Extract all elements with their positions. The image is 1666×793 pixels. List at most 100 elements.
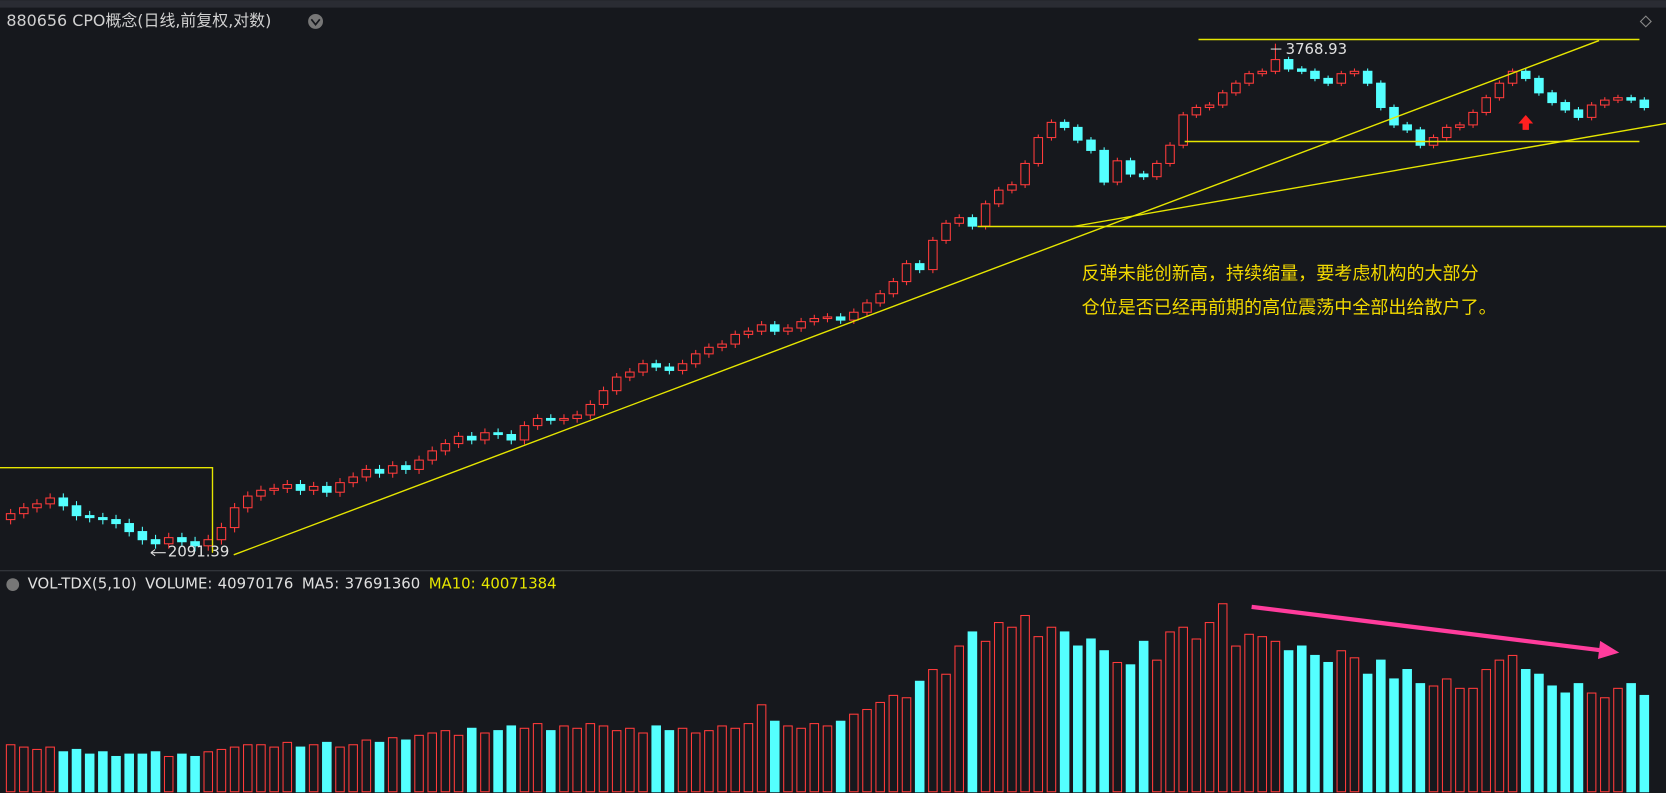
volume-bar <box>1481 669 1492 793</box>
volume-bar <box>1112 661 1123 793</box>
candle-body <box>335 482 345 493</box>
candle-body <box>585 403 596 416</box>
volume-bar <box>32 748 42 793</box>
volume-label: VOLUME: <box>145 575 212 593</box>
volume-bar <box>862 708 872 793</box>
candle-body <box>914 263 925 271</box>
volume-bar <box>98 751 108 793</box>
candle-body <box>888 281 899 295</box>
ma10-value: 40071384 <box>481 575 557 593</box>
volume-bar <box>203 751 214 793</box>
candle-body <box>901 263 912 283</box>
candle-body <box>440 443 451 452</box>
low-pointer <box>150 549 166 557</box>
volume-bar <box>796 727 806 793</box>
candle-body <box>954 217 965 224</box>
candle-body <box>1336 73 1347 84</box>
volume-bar <box>466 727 477 793</box>
candle-body <box>361 468 372 478</box>
candle-body <box>269 487 279 491</box>
volume-bar <box>1613 687 1623 793</box>
dropdown-chevron <box>310 18 321 26</box>
chart-title: 880656 CPO概念(日线,前复权,对数) <box>6 11 271 30</box>
volume-bar <box>822 725 833 793</box>
ma5-value: 37691360 <box>345 575 421 593</box>
candle-body <box>1204 104 1215 109</box>
volume-bar <box>84 753 95 793</box>
volume-bar <box>229 746 240 793</box>
volume-bar <box>993 622 1004 793</box>
volume-bar <box>453 734 464 793</box>
candle-body <box>835 316 846 321</box>
toolbar-strip <box>0 0 1666 8</box>
volume-bar <box>980 640 991 793</box>
volume-bar <box>1494 659 1505 793</box>
volume-bar <box>1191 638 1202 793</box>
volume-bar <box>1073 645 1083 793</box>
candle-body <box>1573 109 1584 118</box>
annotation: 仓位是否已经再前期的高位震荡中全部出给散户了。 <box>1082 297 1497 318</box>
candle-body <box>177 537 187 543</box>
volume-bar <box>269 746 279 793</box>
volume-bar <box>625 727 635 793</box>
candle-body <box>229 507 240 529</box>
candle-body <box>1152 162 1162 178</box>
candle-body <box>822 316 833 320</box>
candle-body <box>308 485 319 491</box>
candle-body <box>1349 70 1360 75</box>
volume-bar <box>1389 678 1399 793</box>
volume-bar <box>1455 687 1465 793</box>
candle-body <box>1402 124 1412 131</box>
volume-bar <box>1336 650 1347 793</box>
candle-body <box>190 541 200 547</box>
ma5-label: MA5: <box>302 575 339 593</box>
volume-bar <box>150 751 161 793</box>
volume-bar <box>1138 640 1149 793</box>
volume-bar <box>361 739 372 793</box>
trend-line <box>233 39 1600 556</box>
volume-bar <box>664 730 675 793</box>
candle-body <box>532 417 543 427</box>
volume-bar <box>440 730 451 793</box>
volume-bar <box>506 725 517 793</box>
candle-body <box>493 432 503 436</box>
volume-bar <box>387 737 398 793</box>
volume-bar <box>967 631 978 793</box>
candle-body <box>638 363 648 373</box>
candle-body <box>862 302 872 313</box>
volume-bar <box>19 746 29 793</box>
candle-body <box>1547 92 1557 104</box>
candle-body <box>1310 70 1320 79</box>
candle-body <box>1283 59 1294 70</box>
candle-body <box>480 432 490 441</box>
volume-bar <box>1520 669 1531 793</box>
candle-body <box>453 435 464 445</box>
pink-arrow-head <box>1598 640 1620 659</box>
dropdown-icon[interactable] <box>308 14 323 29</box>
candle-body <box>783 327 793 332</box>
volume-bar <box>1402 669 1412 793</box>
volume-bar <box>651 725 661 793</box>
candle-body <box>1086 139 1096 151</box>
volume-bar <box>295 746 306 793</box>
candle-body <box>256 489 266 497</box>
volume-bar <box>1231 645 1241 793</box>
volume-bar <box>1573 683 1584 793</box>
candle-body <box>690 353 701 365</box>
candle-body <box>625 371 635 378</box>
volume-bar <box>1204 622 1215 793</box>
candle-body <box>1217 92 1228 106</box>
candle-body <box>45 497 55 505</box>
volume-bar <box>348 744 358 793</box>
volume-bar <box>1046 626 1057 793</box>
volume-bar <box>401 739 411 793</box>
volume-bar <box>809 723 820 793</box>
candle-body <box>387 465 398 474</box>
candle-body <box>572 414 582 420</box>
candle-body <box>401 465 411 470</box>
panel-icon[interactable] <box>6 578 20 591</box>
candle-body <box>98 517 108 521</box>
volume-bar <box>1586 692 1597 793</box>
volume-bar <box>1099 650 1109 793</box>
